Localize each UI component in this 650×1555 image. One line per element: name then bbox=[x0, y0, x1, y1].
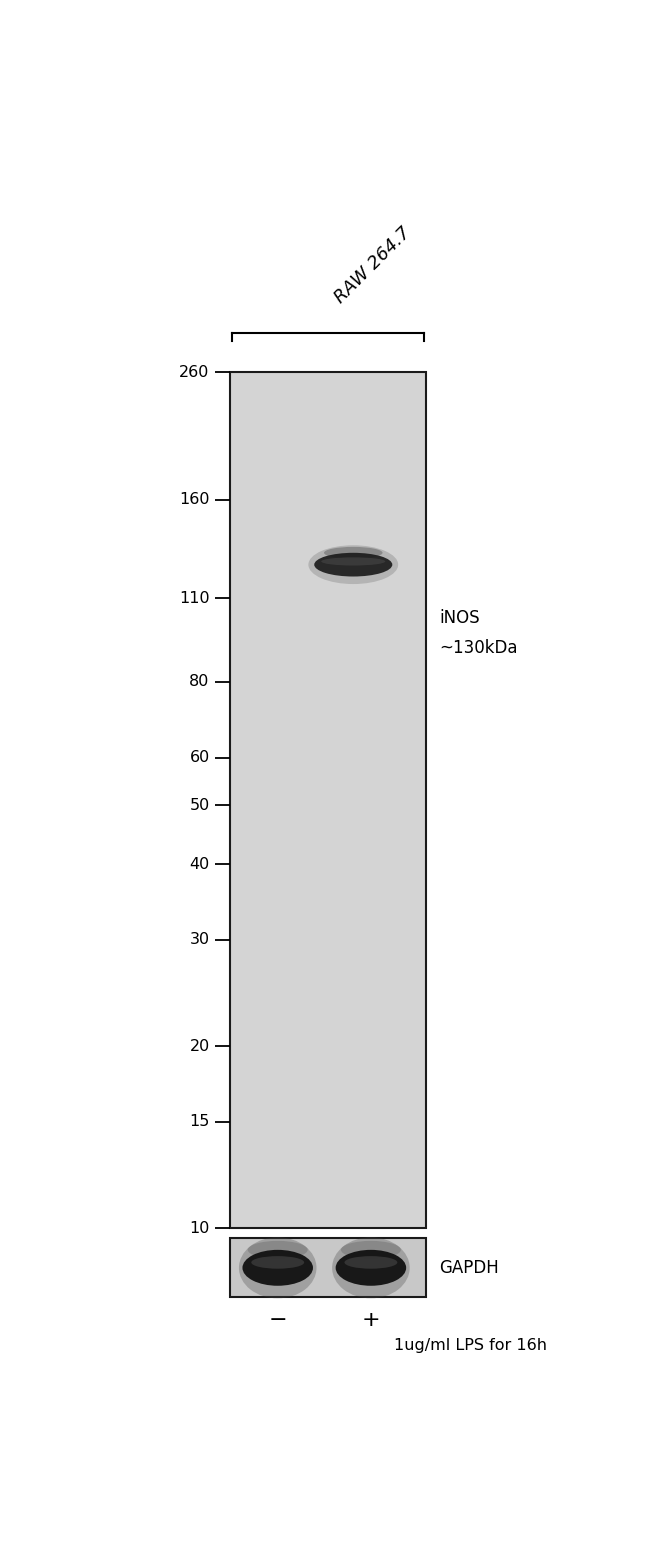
FancyBboxPatch shape bbox=[230, 372, 426, 1228]
Ellipse shape bbox=[332, 1238, 410, 1298]
FancyBboxPatch shape bbox=[230, 1238, 426, 1297]
Ellipse shape bbox=[252, 1256, 304, 1269]
Text: 1ug/ml LPS for 16h: 1ug/ml LPS for 16h bbox=[393, 1339, 547, 1353]
Text: 15: 15 bbox=[189, 1115, 210, 1129]
Ellipse shape bbox=[324, 547, 383, 558]
Text: 160: 160 bbox=[179, 493, 210, 507]
Ellipse shape bbox=[321, 557, 385, 566]
Ellipse shape bbox=[308, 546, 398, 585]
Text: GAPDH: GAPDH bbox=[439, 1260, 499, 1277]
Text: ~130kDa: ~130kDa bbox=[439, 639, 517, 656]
Text: −: − bbox=[268, 1311, 287, 1331]
Text: 260: 260 bbox=[179, 365, 210, 379]
Text: 30: 30 bbox=[190, 931, 210, 947]
Text: +: + bbox=[361, 1311, 380, 1331]
Text: 50: 50 bbox=[189, 798, 210, 813]
Text: 40: 40 bbox=[189, 857, 210, 871]
Ellipse shape bbox=[239, 1238, 317, 1298]
Ellipse shape bbox=[314, 554, 393, 577]
Text: RAW 264.7: RAW 264.7 bbox=[331, 222, 414, 306]
Ellipse shape bbox=[242, 1250, 313, 1286]
Text: 20: 20 bbox=[189, 1039, 210, 1054]
Ellipse shape bbox=[335, 1250, 406, 1286]
Ellipse shape bbox=[248, 1241, 307, 1260]
Ellipse shape bbox=[341, 1241, 401, 1260]
Text: iNOS: iNOS bbox=[439, 608, 480, 627]
Text: 80: 80 bbox=[189, 675, 210, 689]
Text: 60: 60 bbox=[189, 750, 210, 765]
Text: 110: 110 bbox=[179, 591, 210, 606]
Ellipse shape bbox=[344, 1256, 397, 1269]
Text: 10: 10 bbox=[189, 1221, 210, 1236]
